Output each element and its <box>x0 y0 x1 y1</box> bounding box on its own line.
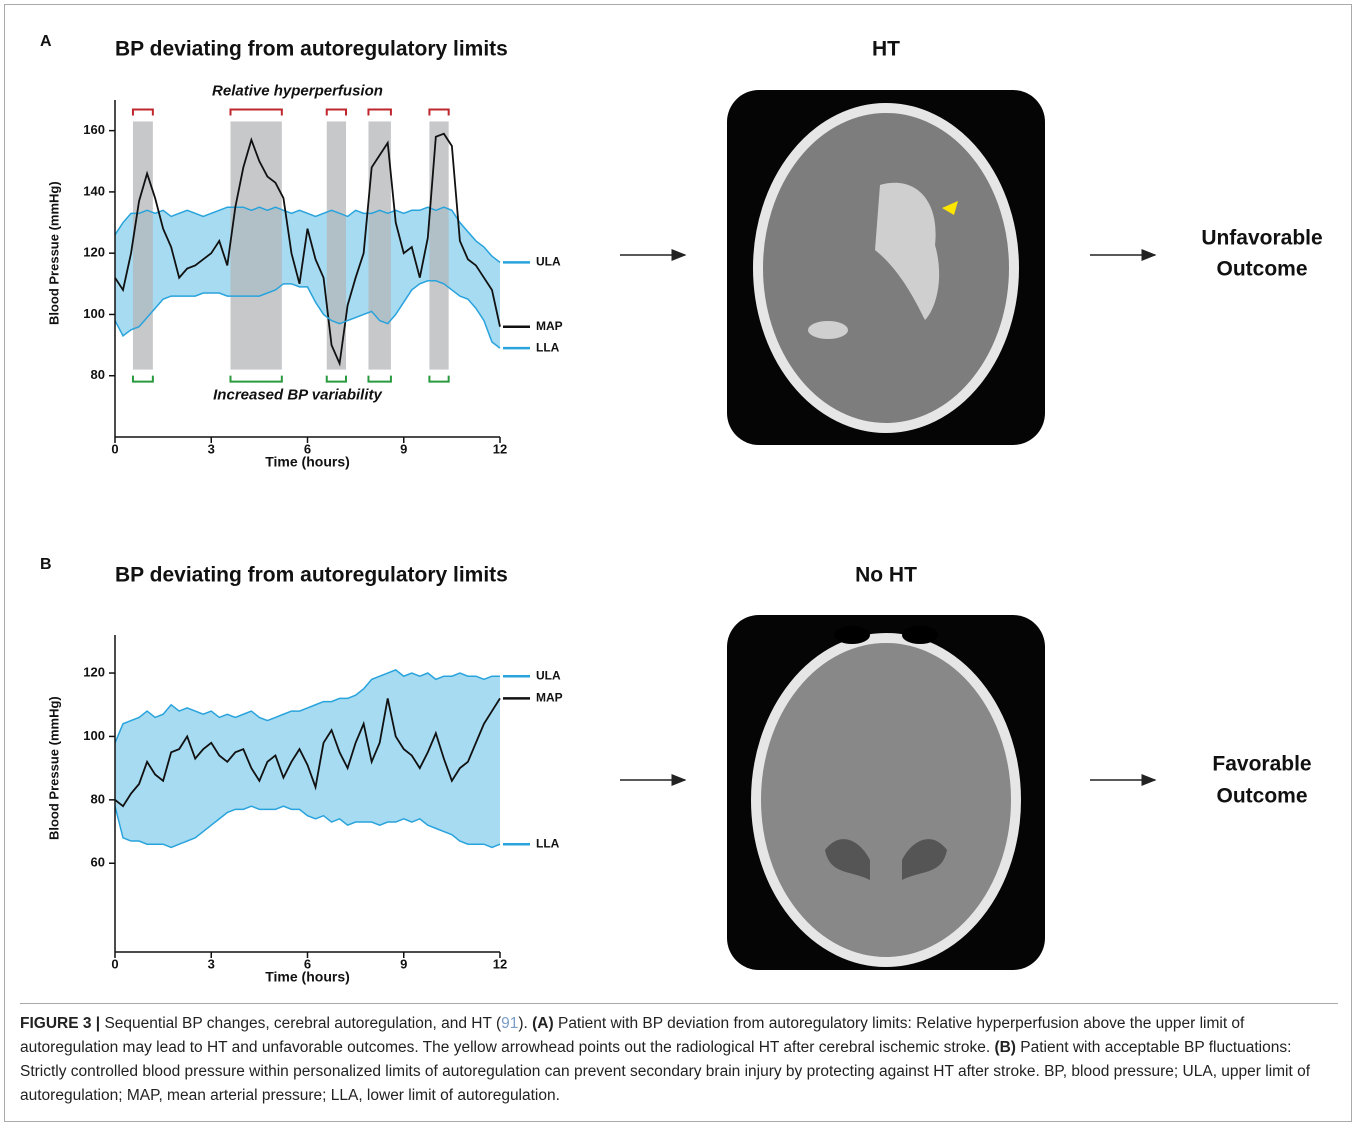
caption: FIGURE 3 | Sequential BP changes, cerebr… <box>20 1003 1338 1108</box>
y-tick-label: 80 <box>91 791 105 806</box>
image-title: No HT <box>855 564 917 587</box>
x-tick-label: 6 <box>304 441 311 456</box>
bracket <box>133 109 153 115</box>
y-tick-label: 60 <box>91 855 105 870</box>
outcome: Favorable <box>1212 753 1311 776</box>
legend-label: LLA <box>536 340 560 354</box>
x-tick-label: 12 <box>493 441 507 456</box>
bracket <box>429 376 448 382</box>
image-title: HT <box>872 38 900 61</box>
y-tick-label: 160 <box>83 122 105 137</box>
x-tick-label: 3 <box>208 956 215 971</box>
bracket <box>327 109 346 115</box>
caption-label: FIGURE 3 | <box>20 1015 100 1032</box>
bracket <box>429 109 448 115</box>
y-tick-label: 100 <box>83 728 105 743</box>
bracket <box>368 376 390 382</box>
panel-letter: B <box>40 556 52 573</box>
ct-image <box>727 615 1045 970</box>
legend-label: ULA <box>536 255 561 269</box>
outcome: Outcome <box>1216 785 1307 808</box>
ct-image <box>727 90 1045 445</box>
legend-label: MAP <box>536 319 563 333</box>
shaded-interval <box>231 121 282 369</box>
x-tick-label: 0 <box>111 441 118 456</box>
chart-title: BP deviating from autoregulatory limits <box>115 564 508 587</box>
y-tick-label: 140 <box>83 183 105 198</box>
x-tick-label: 3 <box>208 441 215 456</box>
y-tick-label: 120 <box>83 245 105 260</box>
panel-ref: (A) <box>532 1015 554 1032</box>
legend-label: MAP <box>536 691 563 705</box>
outcome: Unfavorable <box>1201 227 1322 250</box>
bracket <box>368 109 390 115</box>
reference[interactable]: 91 <box>501 1015 518 1032</box>
outcome: Outcome <box>1216 258 1307 281</box>
shaded-interval <box>133 121 153 369</box>
bracket <box>133 376 153 382</box>
y-tick-label: 80 <box>91 367 105 382</box>
caption-text: ). <box>518 1015 532 1032</box>
shaded-interval <box>429 121 448 369</box>
x-tick-label: 12 <box>493 956 507 971</box>
bracket <box>327 376 346 382</box>
y-axis-label: Blood Pressue (mmHg) <box>46 696 61 840</box>
panel-ref: (B) <box>994 1039 1016 1056</box>
figure: HT No HT Unfavorable Outcome Favorable O… <box>0 0 1358 995</box>
page: HT No HT Unfavorable Outcome Favorable O… <box>0 0 1358 1128</box>
y-tick-label: 100 <box>83 306 105 321</box>
panel-letter: A <box>40 33 52 50</box>
bracket <box>231 109 282 115</box>
legend-label: LLA <box>536 836 560 850</box>
x-tick-label: 9 <box>400 441 407 456</box>
chart-title: BP deviating from autoregulatory limits <box>115 38 508 61</box>
shaded-interval <box>368 121 390 369</box>
x-tick-label: 6 <box>304 956 311 971</box>
band-fill <box>115 670 500 848</box>
bracket <box>231 376 282 382</box>
x-tick-label: 9 <box>400 956 407 971</box>
y-axis-label: Blood Pressue (mmHg) <box>46 181 61 325</box>
x-tick-label: 0 <box>111 956 118 971</box>
annotation: Increased BP variability <box>213 387 382 404</box>
caption-text: Sequential BP changes, cerebral autoregu… <box>100 1015 501 1032</box>
legend-label: ULA <box>536 668 561 682</box>
annotation: Relative hyperperfusion <box>212 82 383 99</box>
y-tick-label: 120 <box>83 664 105 679</box>
